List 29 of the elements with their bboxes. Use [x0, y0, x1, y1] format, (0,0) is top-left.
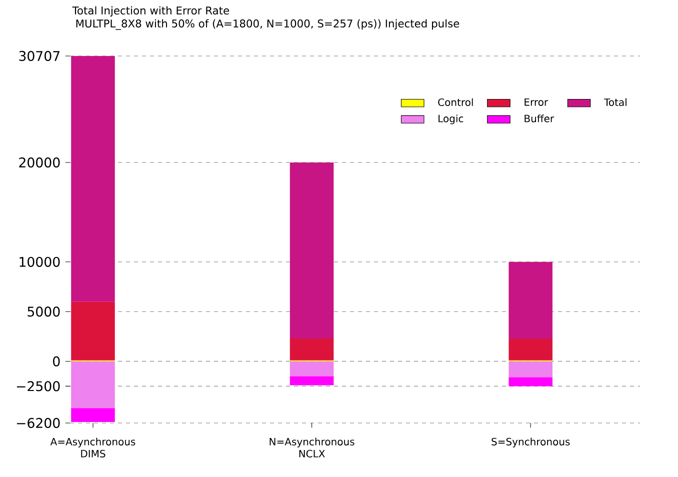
y-tick-label: 0 [53, 356, 60, 366]
legend-label: Control [438, 98, 473, 106]
y-tick-label: −2500 [16, 381, 60, 392]
x-tick-label: N=Asynchronous NCLX [270, 438, 354, 458]
bar [71, 408, 115, 422]
chart-subtitle: MULTPL_8X8 with 50% of (A=1800, N=1000, S=257 (ps)) Injected pulse [76, 19, 460, 30]
legend-label: Buffer [524, 114, 554, 122]
bar [290, 361, 334, 376]
y-tick-label: −6200 [16, 418, 60, 428]
legend-label: Error [524, 98, 548, 106]
y-tick-label: 10000 [20, 256, 60, 267]
x-tick-label: A=Asynchronous DIMS [50, 438, 136, 458]
bar [508, 361, 552, 378]
bar [290, 162, 334, 338]
legend-label: Total [604, 98, 626, 106]
bar [71, 361, 115, 408]
bar [290, 338, 334, 360]
bar [71, 302, 115, 360]
legend-label: Logic [438, 114, 464, 124]
bar [71, 56, 115, 302]
bar [290, 376, 334, 386]
y-tick-label: 5000 [28, 306, 60, 317]
bar [508, 262, 552, 338]
y-tick-label: 30707 [19, 50, 60, 62]
bar [508, 338, 552, 360]
bar [508, 377, 552, 386]
chart-title: Total Injection with Error Rate [72, 6, 230, 17]
y-tick-label: 20000 [19, 157, 60, 168]
x-tick-label: S=Synchronous [492, 438, 570, 448]
